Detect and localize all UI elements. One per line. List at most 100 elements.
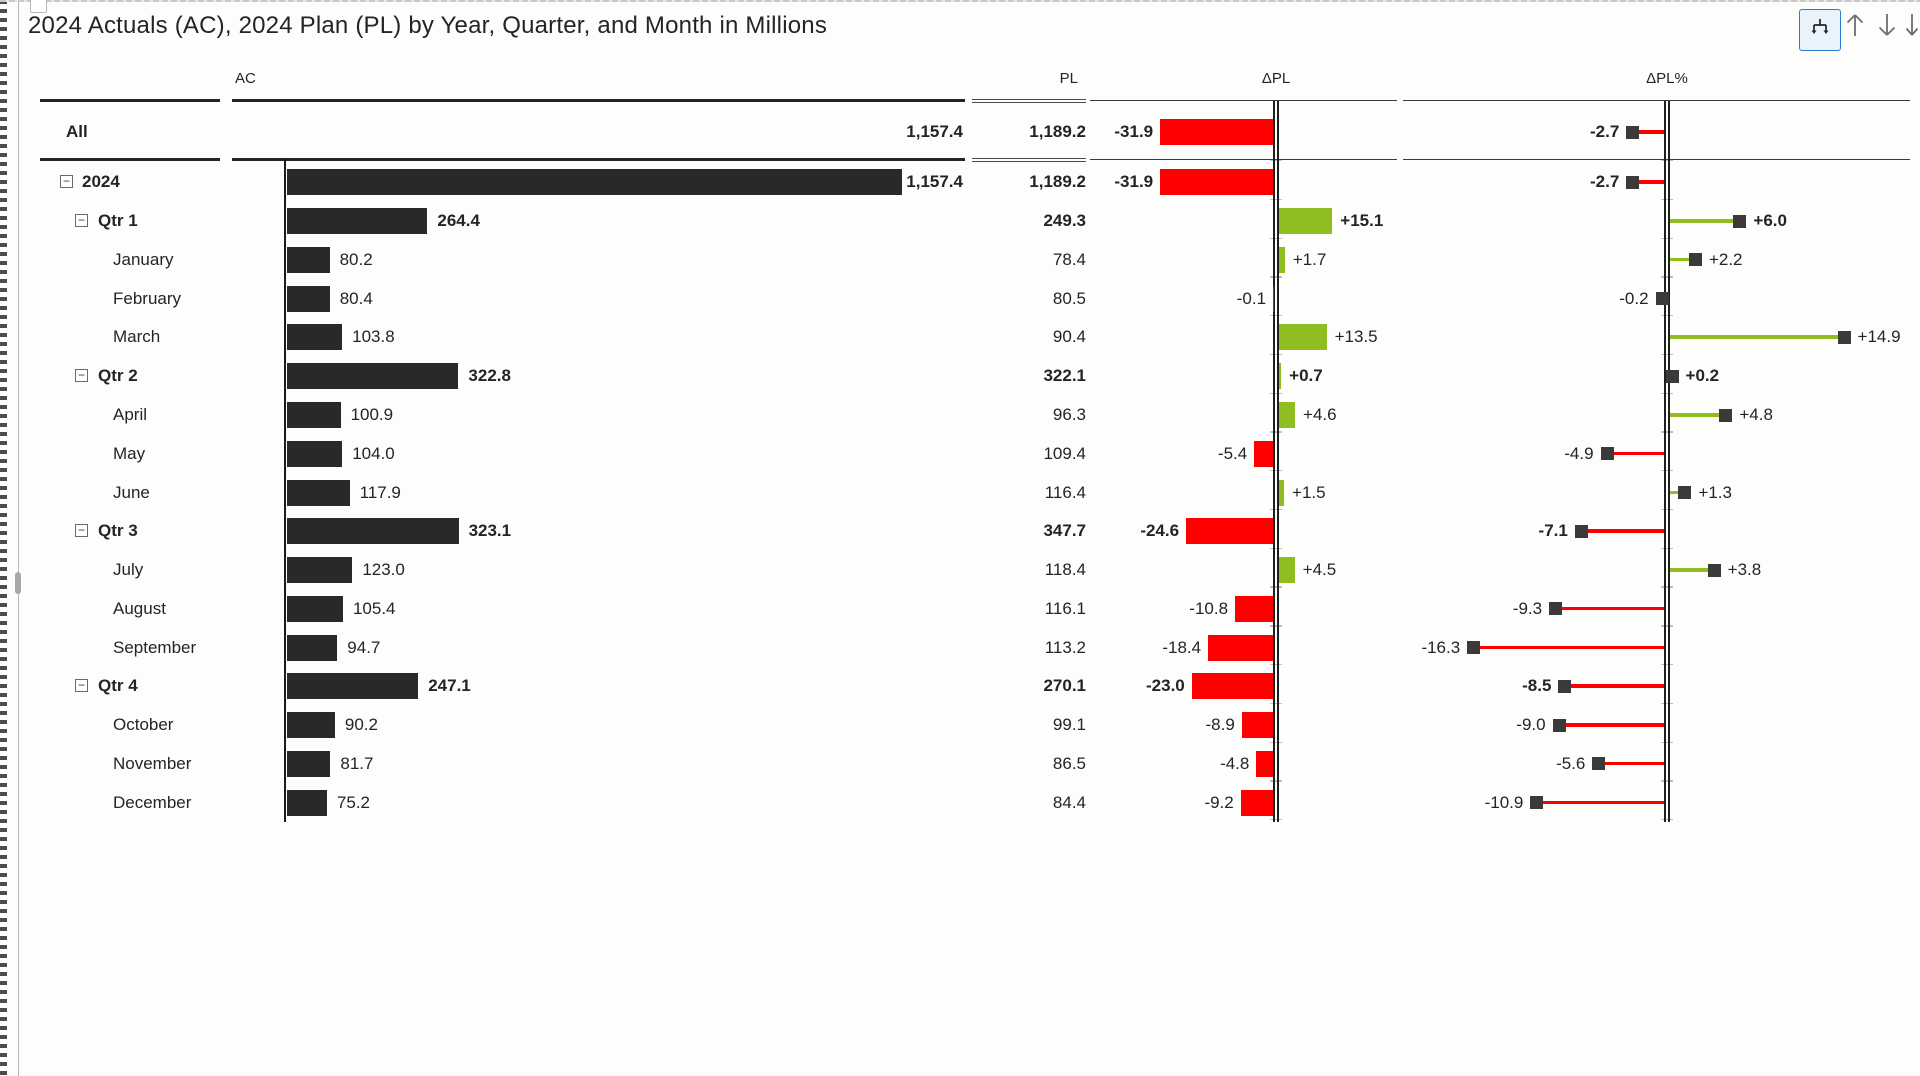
ac-bar-february[interactable] (287, 285, 330, 312)
dplp-pin-marker-qtr-2[interactable] (1665, 369, 1679, 383)
vertical-scrollbar-thumb[interactable] (15, 572, 21, 594)
ac-bar-october[interactable] (287, 712, 335, 739)
dpl-bar-august[interactable] (1235, 595, 1274, 622)
ac-bar-may[interactable] (287, 440, 343, 467)
dpl-bar-qtr-3[interactable] (1186, 518, 1274, 545)
dplp-pin-marker-december[interactable] (1530, 796, 1544, 810)
header-underline-dplp (1403, 99, 1910, 102)
dplp-pin-line-september (1473, 645, 1665, 650)
row-label-march: March (113, 327, 161, 347)
dpl-bar-june[interactable] (1278, 479, 1284, 506)
ac-bar-qtr-4[interactable] (287, 673, 419, 700)
ac-bar-september[interactable] (287, 634, 338, 661)
pl-value-2024: 1,189.2 (1029, 172, 1086, 192)
dplp-pin-marker-july[interactable] (1707, 563, 1721, 577)
collapse-toggle-qtr-2[interactable]: − (75, 369, 88, 383)
dpl-bar-all[interactable] (1160, 119, 1274, 145)
ac-bar-june[interactable] (287, 479, 350, 506)
ac-bar-august[interactable] (287, 595, 343, 622)
drill-down-mode-button[interactable] (1799, 9, 1841, 51)
dpl-bar-may[interactable] (1254, 440, 1274, 467)
dplp-pin-marker-qtr-4[interactable] (1558, 679, 1572, 693)
dplp-pin-marker-may[interactable] (1600, 447, 1614, 461)
dplp-pin-marker-october[interactable] (1552, 718, 1566, 732)
dplp-pin-line-july (1669, 568, 1715, 572)
dplp-pin-line-june (1669, 490, 1685, 495)
row-label-all: All (66, 122, 88, 141)
dpl-axis-tick (1270, 741, 1282, 743)
dpl-axis-tick (1270, 780, 1282, 782)
dplp-pin-line-march (1669, 335, 1845, 339)
all-row-underline-ac (232, 158, 965, 161)
collapse-toggle-qtr-4[interactable]: − (75, 679, 88, 693)
ac-value-february: 80.4 (339, 288, 373, 308)
dpl-bar-2024[interactable] (1160, 169, 1274, 196)
dplp-pin-marker-qtr-3[interactable] (1574, 524, 1588, 538)
dpl-bar-december[interactable] (1240, 789, 1274, 816)
dpl-bar-july[interactable] (1278, 557, 1295, 584)
dpl-axis-tick (1270, 586, 1282, 588)
header-underline-pl-top (972, 98, 1086, 100)
ac-bar-april[interactable] (287, 402, 341, 428)
ac-bar-qtr-2[interactable] (287, 363, 459, 390)
ac-bar-march[interactable] (287, 324, 343, 351)
visual-drag-handle[interactable] (30, 0, 47, 13)
dpl-bar-september[interactable] (1208, 634, 1274, 661)
dplp-pin-line-may (1607, 451, 1665, 456)
dplp-pin-marker-august[interactable] (1549, 602, 1563, 616)
dplp-value-qtr-2: +0.2 (1685, 366, 1720, 386)
header-underline-pl-bottom (972, 102, 1086, 104)
ac-bar-july[interactable] (287, 557, 353, 584)
dplp-axis-tick (1661, 431, 1673, 433)
ac-bar-qtr-1[interactable] (287, 208, 428, 235)
dplp-pin-marker-qtr-1[interactable] (1733, 214, 1747, 228)
dplp-axis-tick (1661, 780, 1673, 782)
dpl-axis-tick (1270, 625, 1282, 627)
ac-bar-january[interactable] (287, 246, 330, 273)
collapse-toggle-qtr-1[interactable]: − (75, 214, 88, 228)
dplp-pin-marker-june[interactable] (1678, 486, 1692, 500)
drill-down-button[interactable] (1873, 12, 1901, 42)
ac-bar-november[interactable] (287, 750, 331, 777)
dpl-bar-qtr-4[interactable] (1191, 673, 1274, 700)
dpl-bar-march[interactable] (1278, 324, 1327, 351)
ac-value-may: 104.0 (352, 443, 395, 463)
dpl-axis-tick (1270, 160, 1282, 162)
dpl-bar-october[interactable] (1241, 712, 1274, 739)
dpl-bar-november[interactable] (1256, 750, 1274, 777)
dplp-pin-marker-april[interactable] (1719, 408, 1733, 422)
dpl-axis-tick (1270, 237, 1282, 239)
row-label-may: May (113, 443, 146, 463)
dplp-pin-line-all (1632, 130, 1665, 134)
dplp-pin-marker-january[interactable] (1688, 253, 1702, 267)
drill-up-button[interactable] (1841, 12, 1869, 42)
dplp-value-qtr-1: +6.0 (1753, 211, 1787, 231)
row-label-december: December (113, 792, 192, 812)
dplp-axis-tick (1661, 160, 1673, 162)
ac-bar-qtr-3[interactable] (287, 518, 459, 545)
dplp-pin-marker-february[interactable] (1655, 292, 1669, 306)
dplp-pin-marker-2024[interactable] (1626, 175, 1640, 189)
dpl-value-february: -0.1 (1236, 288, 1267, 308)
expand-next-level-button[interactable] (1904, 12, 1920, 42)
dplp-pin-marker-november[interactable] (1592, 757, 1606, 771)
dplp-pin-marker-september[interactable] (1467, 641, 1481, 655)
dpl-bar-january[interactable] (1278, 246, 1285, 273)
ac-bar-december[interactable] (287, 789, 327, 816)
pl-value-october: 99.1 (1052, 715, 1086, 735)
dpl-axis-line-right (1277, 101, 1279, 822)
dpl-axis-tick (1270, 664, 1282, 666)
collapse-toggle-2024[interactable]: − (60, 175, 73, 189)
dpl-value-qtr-4: -23.0 (1146, 676, 1185, 696)
dpl-bar-april[interactable] (1278, 402, 1296, 428)
dplp-pin-marker-all[interactable] (1626, 125, 1640, 139)
dplp-pin-marker-march[interactable] (1837, 330, 1851, 344)
dpl-bar-qtr-1[interactable] (1278, 208, 1333, 235)
collapse-toggle-qtr-3[interactable]: − (75, 524, 88, 538)
vertical-scrollbar-track[interactable] (18, 0, 19, 1076)
ac-bar-2024[interactable] (287, 169, 902, 196)
dpl-bar-qtr-2[interactable] (1278, 363, 1282, 390)
pl-value-qtr-2: 322.1 (1043, 366, 1086, 386)
dplp-value-december: -10.9 (1484, 792, 1524, 812)
